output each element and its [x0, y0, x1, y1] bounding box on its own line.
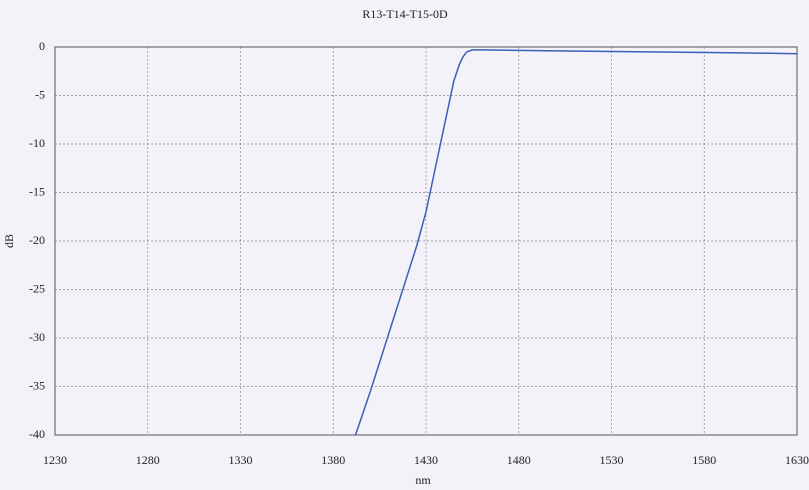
y-tick-label: 0: [39, 39, 45, 53]
x-tick-label: 1330: [229, 453, 253, 467]
y-tick-label: -30: [29, 330, 45, 344]
plot-frame: [54, 46, 798, 436]
y-tick-label: -35: [29, 378, 45, 392]
y-tick-label: -10: [29, 136, 45, 150]
x-tick-label: 1280: [136, 453, 160, 467]
y-tick-label: -40: [29, 427, 45, 441]
x-tick-label: 1380: [321, 453, 345, 467]
x-tick-label: 1230: [43, 453, 67, 467]
x-axis-label: nm: [415, 473, 431, 487]
chart-title: R13-T14-T15-0D: [362, 7, 448, 21]
x-tick-label: 1480: [507, 453, 531, 467]
x-tick-label: 1580: [692, 453, 716, 467]
data-line: [354, 49, 798, 436]
x-tick-label: 1430: [414, 453, 438, 467]
x-tick-label: 1630: [785, 453, 809, 467]
y-tick-label: -5: [35, 87, 45, 101]
y-tick-label: -20: [29, 233, 45, 247]
y-tick-label: -15: [29, 184, 45, 198]
y-tick-label: -25: [29, 281, 45, 295]
x-tick-label: 1530: [600, 453, 624, 467]
y-axis-label: dB: [2, 234, 16, 248]
